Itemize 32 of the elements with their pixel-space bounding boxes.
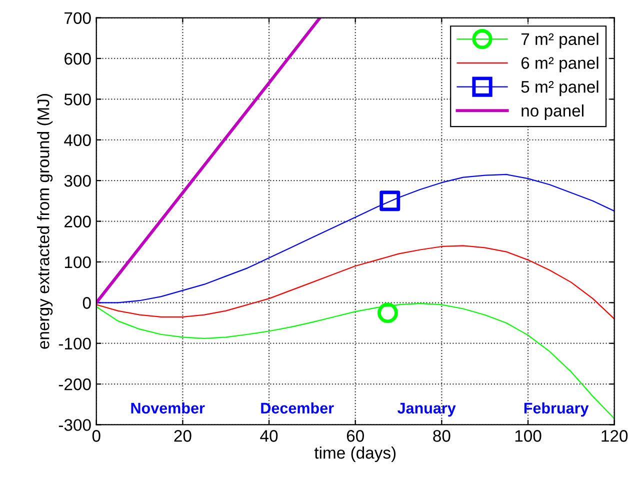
annotation: December (261, 402, 334, 414)
y-tick-label: 100 (64, 256, 91, 268)
y-tick-label: 400 (64, 134, 91, 146)
y-tick-label: 200 (64, 216, 91, 228)
x-tick-label: 20 (174, 430, 192, 442)
y-tick-label: -100 (58, 338, 91, 350)
x-tick-label: 80 (433, 430, 450, 442)
y-tick-label: 600 (64, 52, 91, 65)
y-tick-label: -200 (58, 378, 91, 390)
annotation: January (398, 402, 456, 417)
legend-label: 7 m² panel (521, 32, 598, 48)
x-tick-label: 0 (92, 430, 100, 442)
y-axis-title: energy extracted from ground (MJ) (37, 94, 53, 349)
x-tick-label: 120 (602, 430, 628, 442)
line-series (96, 174, 614, 304)
line-series (96, 245, 614, 320)
y-tick-label: 500 (64, 94, 91, 106)
y-tick-label: -300 (58, 419, 91, 431)
y-tick-label: 0 (82, 297, 91, 309)
y-tick-label: 700 (64, 12, 91, 24)
x-tick-label: 60 (346, 430, 364, 442)
x-tick-label: 40 (260, 430, 278, 442)
line-series (96, 18, 322, 304)
legend-label: 5 m² panel (521, 80, 598, 96)
legend-label: no panel (522, 104, 584, 120)
annotation: February (524, 402, 589, 417)
y-tick-label: 300 (64, 174, 91, 187)
x-tick-label: 100 (515, 430, 542, 442)
line-series (96, 302, 614, 420)
x-axis-title: time (days) (314, 446, 396, 462)
legend-label: 6 m² panel (521, 56, 598, 72)
annotation: November (131, 402, 205, 414)
